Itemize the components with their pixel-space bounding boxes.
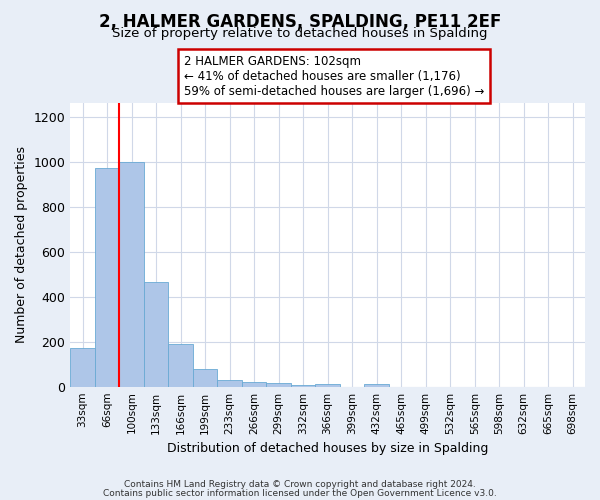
Text: Size of property relative to detached houses in Spalding: Size of property relative to detached ho… (112, 28, 488, 40)
X-axis label: Distribution of detached houses by size in Spalding: Distribution of detached houses by size … (167, 442, 488, 455)
Bar (316, 384, 340, 386)
Bar (193, 368, 217, 386)
Text: Contains public sector information licensed under the Open Government Licence v3: Contains public sector information licen… (103, 488, 497, 498)
Y-axis label: Number of detached properties: Number of detached properties (15, 146, 28, 344)
Bar (266, 384, 291, 386)
Bar (144, 282, 169, 387)
Bar (242, 382, 266, 386)
Text: Contains HM Land Registry data © Crown copyright and database right 2024.: Contains HM Land Registry data © Crown c… (124, 480, 476, 489)
Bar (70, 348, 95, 387)
Text: 2 HALMER GARDENS: 102sqm
← 41% of detached houses are smaller (1,176)
59% of sem: 2 HALMER GARDENS: 102sqm ← 41% of detach… (184, 54, 484, 98)
Text: 2, HALMER GARDENS, SPALDING, PE11 2EF: 2, HALMER GARDENS, SPALDING, PE11 2EF (99, 12, 501, 30)
Bar (169, 344, 193, 387)
Bar (217, 380, 242, 386)
Bar (119, 162, 144, 386)
Bar (364, 384, 389, 386)
Bar (291, 385, 316, 386)
Bar (95, 168, 119, 386)
